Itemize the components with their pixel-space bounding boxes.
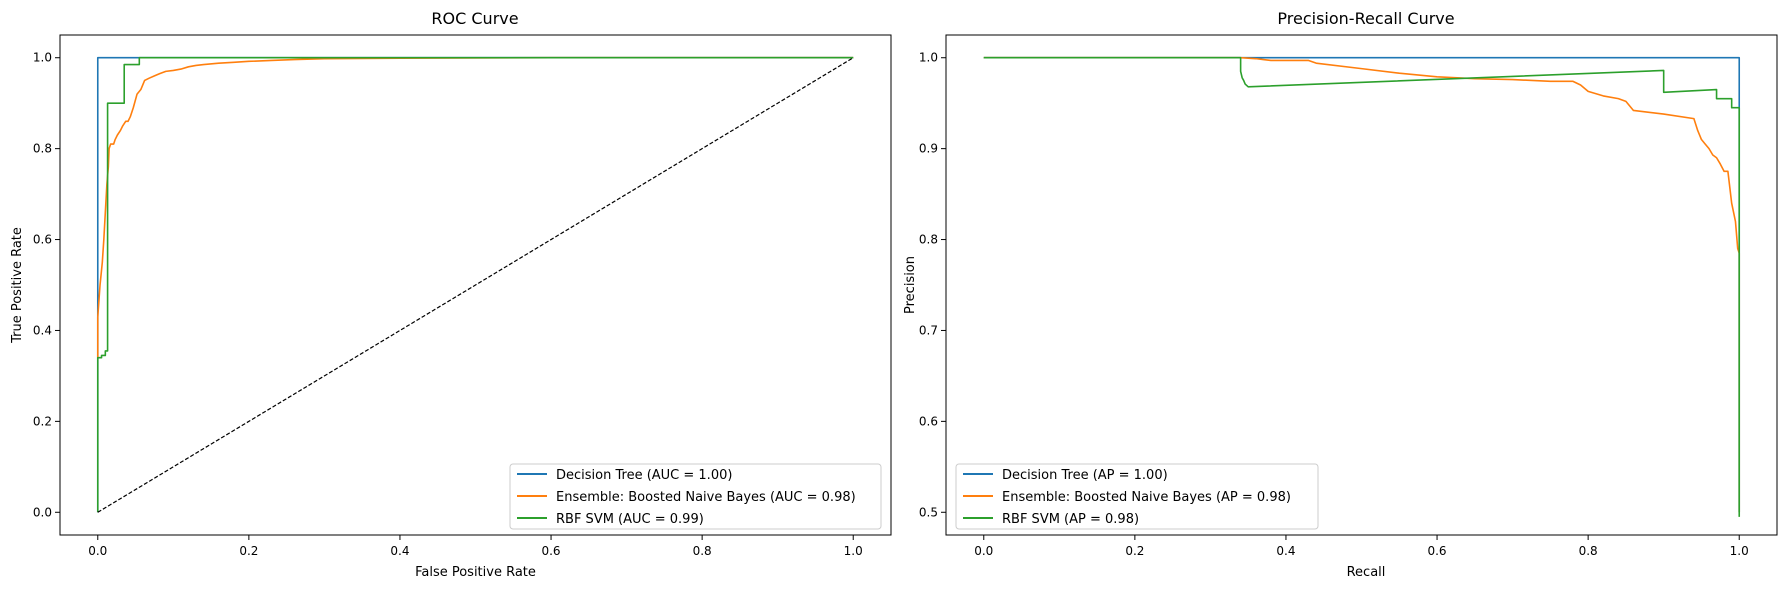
- pr-y-tick-label: 0.9: [919, 142, 938, 156]
- pr-x-tick-label: 0.0: [974, 544, 993, 558]
- roc-y-tick-label: 0.2: [33, 414, 52, 428]
- pr-title: Precision-Recall Curve: [1277, 9, 1454, 28]
- roc-legend-frame: [509, 463, 882, 530]
- roc-y-tick-label: 0.8: [33, 142, 52, 156]
- pr-y-ticks: 0.5 0.6 0.7 0.8 0.9 1.0: [919, 51, 946, 519]
- pr-y-tick-label: 0.7: [919, 323, 938, 337]
- roc-x-ticks: 0.0 0.2 0.4 0.6 0.8 1.0: [88, 535, 863, 558]
- roc-legend-label-decision-tree: Decision Tree (AUC = 1.00): [556, 468, 732, 483]
- pr-y-axis-label: Precision: [903, 256, 918, 314]
- pr-y-tick-label: 0.5: [919, 505, 938, 519]
- pr-y-tick-label: 0.6: [919, 414, 938, 428]
- pr-series-rbf-svm: [983, 56, 1741, 517]
- roc-legend: Decision Tree (AUC = 1.00) Ensemble: Boo…: [509, 463, 882, 530]
- roc-x-tick-label: 0.8: [693, 544, 712, 558]
- pr-x-ticks: 0.0 0.2 0.4 0.6 0.8 1.0: [974, 535, 1749, 558]
- pr-x-tick-label: 0.8: [1579, 544, 1598, 558]
- pr-series-boosted-naive-bayes: [983, 56, 1741, 513]
- pr-legend-label-boosted-nb: Ensemble: Boosted Naive Bayes (AP = 0.98…: [1002, 490, 1291, 505]
- roc-y-axis-label: True Positive Rate: [10, 227, 25, 344]
- roc-lines: [96, 56, 854, 513]
- pr-x-tick-label: 1.0: [1730, 544, 1749, 558]
- roc-y-tick-label: 0.4: [33, 323, 52, 337]
- pr-legend: Decision Tree (AP = 1.00) Ensemble: Boos…: [955, 463, 1319, 530]
- pr-legend-frame: [955, 463, 1319, 530]
- pr-chart: Precision-Recall Curve 0.0 0.2 0.4 0.6 0.8 1.…: [903, 9, 1778, 580]
- pr-x-tick-label: 0.6: [1427, 544, 1446, 558]
- roc-x-tick-label: 1.0: [844, 544, 863, 558]
- pr-legend-label-rbf-svm: RBF SVM (AP = 0.98): [1002, 512, 1139, 527]
- roc-series-rbf-svm: [96, 56, 854, 513]
- pr-x-tick-label: 0.2: [1125, 544, 1144, 558]
- roc-x-tick-label: 0.4: [390, 544, 409, 558]
- pr-x-axis-label: Recall: [1347, 565, 1386, 580]
- pr-plot-area: [945, 34, 1778, 536]
- pr-legend-label-decision-tree: Decision Tree (AP = 1.00): [1002, 468, 1168, 483]
- roc-x-tick-label: 0.0: [88, 544, 107, 558]
- roc-legend-label-boosted-nb: Ensemble: Boosted Naive Bayes (AUC = 0.9…: [556, 490, 856, 505]
- roc-y-tick-label: 1.0: [33, 51, 52, 65]
- roc-x-tick-label: 0.2: [239, 544, 258, 558]
- roc-y-tick-label: 0.0: [33, 505, 52, 519]
- pr-lines: [983, 56, 1741, 517]
- pr-y-tick-label: 1.0: [919, 51, 938, 65]
- roc-series-chance-diagonal: [97, 57, 854, 513]
- roc-title: ROC Curve: [431, 9, 518, 28]
- roc-x-axis-label: False Positive Rate: [415, 565, 536, 580]
- roc-x-tick-label: 0.6: [541, 544, 560, 558]
- pr-x-tick-label: 0.4: [1276, 544, 1295, 558]
- roc-chart: ROC Curve 0.0 0.2 0.4 0.6 0.8 1.0 0.00.20.40.…: [10, 9, 892, 580]
- pr-y-tick-label: 0.8: [919, 233, 938, 247]
- roc-legend-label-rbf-svm: RBF SVM (AUC = 0.99): [556, 512, 704, 527]
- roc-y-tick-label: 0.6: [33, 233, 52, 247]
- roc-y-ticks: 0.0 0.2 0.4 0.6 0.8 1.0: [33, 51, 60, 519]
